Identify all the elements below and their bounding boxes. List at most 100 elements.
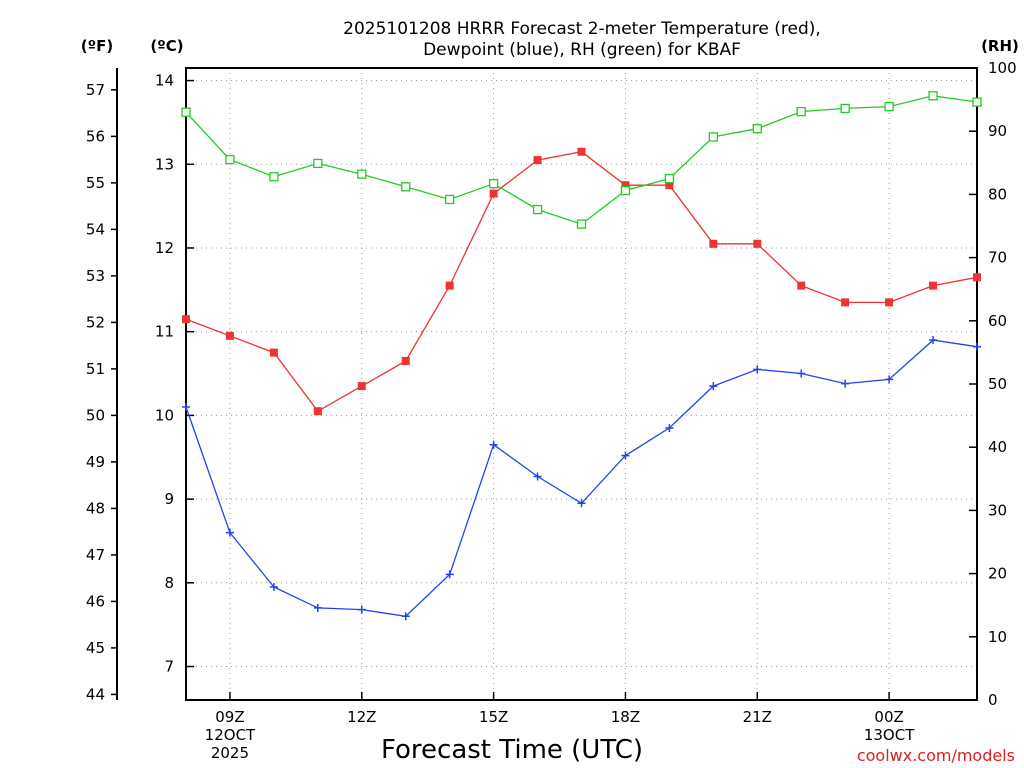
data-series	[181, 91, 982, 621]
temperature-point	[885, 298, 894, 307]
rh-point	[708, 132, 718, 142]
temperature-point	[182, 315, 190, 324]
temperature-point	[357, 382, 366, 391]
dewpoint-point	[885, 375, 894, 384]
fahrenheit-tick-label: 50	[86, 406, 105, 424]
rh-point	[401, 182, 411, 192]
celsius-tick-label: 11	[155, 323, 174, 341]
rh-series-line	[185, 95, 978, 225]
chart-title-line-1: 2025101208 HRRR Forecast 2-meter Tempera…	[343, 19, 821, 39]
x-axis-title: Forecast Time (UTC)	[381, 735, 643, 765]
rh-point	[664, 173, 675, 184]
dewpoint-series-line	[185, 339, 978, 617]
rh-point	[796, 106, 806, 117]
temperature-point	[621, 181, 630, 190]
fahrenheit-tick-label: 52	[86, 313, 105, 331]
dewpoint-point	[182, 403, 190, 412]
rh-point	[928, 91, 938, 101]
rh-tick-label: 50	[988, 375, 1007, 393]
celsius-tick-label: 9	[164, 490, 174, 508]
rh-point	[884, 101, 894, 112]
temperature-point	[709, 239, 718, 248]
rh-point	[972, 97, 982, 107]
rh-tick-label: 30	[988, 501, 1007, 519]
rh-tick-label: 80	[988, 185, 1007, 203]
dewpoint-point	[709, 382, 718, 391]
credit-text: coolwx.com/models	[857, 746, 1015, 765]
temperature-point	[269, 348, 278, 357]
x-tick-label: 13OCT	[864, 726, 915, 744]
fahrenheit-tick-label: 57	[86, 81, 105, 99]
rh-tick-label: 60	[988, 312, 1007, 330]
x-tick-label: 12OCT	[205, 726, 256, 744]
fahrenheit-tick-label: 44	[86, 685, 105, 703]
dewpoint-point	[357, 605, 366, 614]
temperature-point	[577, 147, 586, 156]
grid-lines	[186, 68, 977, 700]
temperature-point	[533, 156, 542, 165]
x-tick-label: 00Z	[874, 708, 903, 726]
fahrenheit-tick-label: 56	[86, 127, 105, 145]
temperature-point	[929, 281, 938, 290]
fahrenheit-tick-label: 53	[86, 267, 105, 285]
dewpoint-point	[533, 472, 542, 481]
dewpoint-point	[313, 603, 322, 612]
fahrenheit-tick-label: 51	[86, 360, 105, 378]
fahrenheit-tick-label: 45	[86, 639, 105, 657]
temperature-point	[753, 239, 762, 248]
dewpoint-point	[401, 612, 410, 621]
rh-tick-label: 90	[988, 122, 1007, 140]
fahrenheit-tick-label: 47	[86, 546, 105, 564]
celsius-tick-label: 13	[155, 155, 174, 173]
dewpoint-point	[797, 369, 806, 378]
temperature-point	[665, 181, 674, 190]
fahrenheit-unit-label: (ºF)	[81, 37, 113, 55]
rh-point	[752, 124, 762, 134]
x-tick-label: 12Z	[347, 708, 376, 726]
dewpoint-point	[445, 570, 454, 579]
rh-point	[620, 185, 631, 196]
x-tick-label: 09Z	[215, 708, 244, 726]
fahrenheit-tick-label: 46	[86, 592, 105, 610]
dewpoint-point	[225, 528, 234, 537]
rh-point	[269, 172, 279, 182]
x-tick-label: 21Z	[743, 708, 772, 726]
dewpoint-point	[973, 342, 981, 351]
temperature-point	[401, 356, 410, 365]
celsius-unit-label: (ºC)	[150, 37, 183, 55]
x-tick-label: 2025	[211, 744, 249, 762]
dewpoint-point	[577, 499, 586, 508]
rh-point	[488, 179, 499, 189]
temperature-point	[445, 281, 454, 290]
rh-tick-label: 40	[988, 438, 1007, 456]
temperature-point	[841, 298, 850, 307]
fahrenheit-tick-label: 48	[86, 499, 105, 517]
celsius-tick-label: 14	[155, 72, 174, 90]
celsius-tick-label: 12	[155, 239, 174, 257]
temperature-point	[797, 281, 806, 290]
rh-tick-label: 100	[988, 59, 1017, 77]
dewpoint-point	[665, 423, 674, 432]
rh-unit-label: (RH)	[981, 37, 1019, 55]
rh-tick-label: 10	[988, 628, 1007, 646]
y-axes: 7 8 9 10 11 12 13 14 44 45 46 47 48 49 50 51 52 53 54 55 56 5…	[86, 59, 1017, 709]
x-tick-label: 15Z	[479, 708, 508, 726]
rh-point	[181, 107, 191, 117]
fahrenheit-tick-label: 54	[86, 220, 105, 238]
x-tick-label: 18Z	[611, 708, 640, 726]
dewpoint-point	[489, 440, 498, 449]
temperature-point	[973, 273, 981, 282]
rh-point	[445, 194, 455, 205]
plot-frame	[185, 67, 978, 701]
temperature-point	[489, 189, 498, 198]
fahrenheit-tick-label: 55	[86, 174, 105, 192]
celsius-tick-label: 7	[164, 658, 174, 676]
rh-point	[840, 103, 850, 114]
rh-point	[532, 204, 543, 215]
rh-tick-label: 20	[988, 565, 1007, 583]
celsius-tick-label: 10	[155, 406, 174, 424]
temperature-series-line	[185, 151, 978, 413]
dewpoint-point	[841, 379, 850, 388]
dewpoint-point	[929, 336, 938, 345]
